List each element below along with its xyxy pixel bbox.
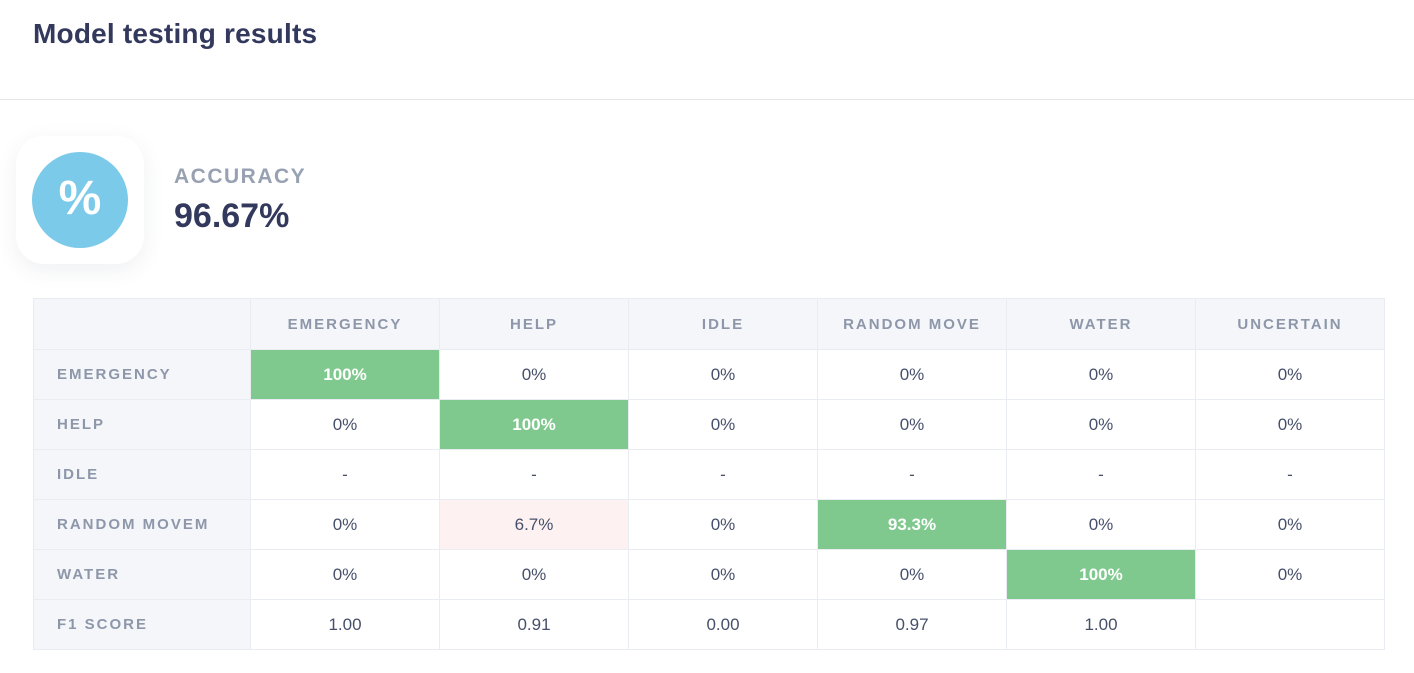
row-label: F1 SCORE	[33, 599, 251, 650]
matrix-row: IDLE - - - - - -	[33, 449, 1385, 500]
matrix-cell: 0%	[1006, 499, 1196, 550]
matrix-body: EMERGENCY 100% 0% 0% 0% 0% 0% HELP 0% 100% 0% 0% 0% 0…	[33, 349, 1385, 650]
accuracy-text: ACCURACY 96.67%	[174, 165, 306, 236]
matrix-cell: 0%	[1195, 399, 1385, 450]
matrix-header-row: EMERGENCY HELP IDLE RANDOM MOVE WATER UNCERTA…	[33, 298, 1385, 350]
matrix-cell: 0%	[628, 349, 818, 400]
matrix-row: F1 SCORE 1.00 0.91 0.00 0.97 1.00	[33, 599, 1385, 650]
matrix-cell: 0%	[817, 349, 1007, 400]
matrix-cell: 0%	[1195, 349, 1385, 400]
matrix-cell: 0%	[1195, 499, 1385, 550]
accuracy-icon-wrap: %	[16, 136, 144, 264]
matrix-cell: 1.00	[250, 599, 440, 650]
matrix-cell: -	[439, 449, 629, 500]
matrix-cell: 0%	[817, 549, 1007, 600]
matrix-cell: 100%	[1006, 549, 1196, 600]
accuracy-label: ACCURACY	[174, 164, 307, 188]
matrix-cell: 0%	[817, 399, 1007, 450]
column-header: RANDOM MOVE	[817, 298, 1007, 350]
matrix-cell: -	[628, 449, 818, 500]
matrix-row: WATER 0% 0% 0% 0% 100% 0%	[33, 549, 1385, 600]
percent-icon: %	[32, 152, 128, 248]
matrix-row: EMERGENCY 100% 0% 0% 0% 0% 0%	[33, 349, 1385, 400]
matrix-cell: -	[817, 449, 1007, 500]
matrix-cell: -	[1006, 449, 1196, 500]
column-header: HELP	[439, 298, 629, 350]
column-header: UNCERTAIN	[1195, 298, 1385, 350]
column-header: WATER	[1006, 298, 1196, 350]
row-label: EMERGENCY	[33, 349, 251, 400]
matrix-cell: 0%	[1195, 549, 1385, 600]
matrix-corner-cell	[33, 298, 251, 350]
column-header: IDLE	[628, 298, 818, 350]
accuracy-value: 96.67%	[174, 196, 290, 235]
column-header: EMERGENCY	[250, 298, 440, 350]
page-title: Model testing results	[33, 18, 318, 49]
matrix-cell: 0%	[628, 399, 818, 450]
accuracy-summary: % ACCURACY 96.67%	[16, 136, 1414, 264]
matrix-cell: -	[1195, 449, 1385, 500]
matrix-cell: 0%	[250, 549, 440, 600]
row-label: IDLE	[33, 449, 251, 500]
matrix-header-row: EMERGENCY HELP IDLE RANDOM MOVE WATER UNCERTA…	[33, 298, 1385, 350]
matrix-cell: 0%	[628, 549, 818, 600]
matrix-cell: 0.97	[817, 599, 1007, 650]
matrix-cell: 0.00	[628, 599, 818, 650]
matrix-cell: 100%	[250, 349, 440, 400]
matrix-cell: 93.3%	[817, 499, 1007, 550]
page-header: Model testing results	[0, 0, 1414, 100]
row-label: RANDOM MOVEM	[33, 499, 251, 550]
matrix-cell: -	[250, 449, 440, 500]
matrix-cell	[1195, 599, 1385, 650]
matrix-cell: 0%	[439, 349, 629, 400]
matrix-cell: 0%	[439, 549, 629, 600]
matrix-cell: 0%	[628, 499, 818, 550]
confusion-matrix-wrap: EMERGENCY HELP IDLE RANDOM MOVE WATER UNCERTA…	[33, 298, 1414, 650]
matrix-cell: 0%	[1006, 349, 1196, 400]
matrix-cell: 100%	[439, 399, 629, 450]
row-label: HELP	[33, 399, 251, 450]
matrix-row: RANDOM MOVEM 0% 6.7% 0% 93.3% 0% 0%	[33, 499, 1385, 550]
matrix-cell: 0%	[250, 399, 440, 450]
confusion-matrix-table: EMERGENCY HELP IDLE RANDOM MOVE WATER UNCERTA…	[33, 298, 1385, 650]
matrix-cell: 0%	[1006, 399, 1196, 450]
matrix-row: HELP 0% 100% 0% 0% 0% 0%	[33, 399, 1385, 450]
matrix-cell: 6.7%	[439, 499, 629, 550]
matrix-cell: 1.00	[1006, 599, 1196, 650]
row-label: WATER	[33, 549, 251, 600]
matrix-cell: 0.91	[439, 599, 629, 650]
matrix-cell: 0%	[250, 499, 440, 550]
